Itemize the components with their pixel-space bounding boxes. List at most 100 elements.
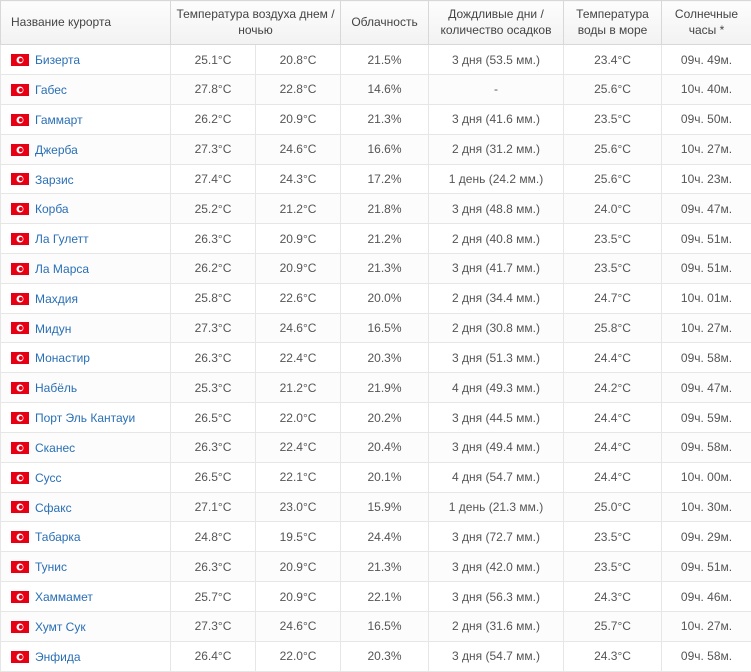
sea-temp-cell: 24.0°C xyxy=(564,194,662,224)
resort-link[interactable]: Зарзис xyxy=(35,172,74,186)
col-sunny-hours: Солнечные часы * xyxy=(662,1,751,45)
temp-day-cell: 26.4°C xyxy=(171,641,256,671)
rain-cell: 2 дня (30.8 мм.) xyxy=(429,313,564,343)
resort-link[interactable]: Табарка xyxy=(35,530,81,544)
sun-hours-cell: 09ч. 47м. xyxy=(662,194,751,224)
table-row: Табарка24.8°C19.5°C24.4%3 дня (72.7 мм.)… xyxy=(1,522,751,552)
rain-cell: 2 дня (31.2 мм.) xyxy=(429,134,564,164)
temp-day-cell: 26.5°C xyxy=(171,462,256,492)
table-row: Энфида26.4°C22.0°C20.3%3 дня (54.7 мм.)2… xyxy=(1,641,751,671)
resort-name-cell: Габес xyxy=(1,75,171,105)
resort-link[interactable]: Гаммарт xyxy=(35,113,83,127)
sea-temp-cell: 23.5°C xyxy=(564,224,662,254)
temp-night-cell: 20.8°C xyxy=(256,45,341,75)
resort-link[interactable]: Габес xyxy=(35,83,67,97)
rain-cell: 4 дня (49.3 мм.) xyxy=(429,373,564,403)
cloud-cell: 22.1% xyxy=(341,582,429,612)
temp-night-cell: 20.9°C xyxy=(256,582,341,612)
resort-name-cell: Зарзис xyxy=(1,164,171,194)
resort-link[interactable]: Сканес xyxy=(35,441,75,455)
resort-name-cell: Ла Марса xyxy=(1,253,171,283)
cloud-cell: 17.2% xyxy=(341,164,429,194)
sun-hours-cell: 10ч. 30м. xyxy=(662,492,751,522)
resort-link[interactable]: Сусс xyxy=(35,471,62,485)
temp-night-cell: 24.6°C xyxy=(256,134,341,164)
table-row: Ла Марса26.2°C20.9°C21.3%3 дня (41.7 мм.… xyxy=(1,253,751,283)
sun-hours-cell: 09ч. 58м. xyxy=(662,343,751,373)
rain-cell: 2 дня (34.4 мм.) xyxy=(429,283,564,313)
tunisia-flag-icon xyxy=(11,621,29,633)
tunisia-flag-icon xyxy=(11,442,29,454)
resort-link[interactable]: Ла Марса xyxy=(35,262,89,276)
tunisia-flag-icon xyxy=(11,352,29,364)
rain-cell: 4 дня (54.7 мм.) xyxy=(429,462,564,492)
temp-day-cell: 27.1°C xyxy=(171,492,256,522)
sun-hours-cell: 10ч. 27м. xyxy=(662,313,751,343)
resort-name-cell: Тунис xyxy=(1,552,171,582)
sea-temp-cell: 24.4°C xyxy=(564,432,662,462)
sun-hours-cell: 09ч. 59м. xyxy=(662,403,751,433)
cloud-cell: 24.4% xyxy=(341,522,429,552)
temp-night-cell: 21.2°C xyxy=(256,194,341,224)
sun-hours-cell: 10ч. 00м. xyxy=(662,462,751,492)
col-rainy-days: Дождливые дни / количество осадков xyxy=(429,1,564,45)
resort-link[interactable]: Тунис xyxy=(35,560,67,574)
resort-link[interactable]: Хумт Сук xyxy=(35,620,86,634)
resort-link[interactable]: Ла Гулетт xyxy=(35,232,89,246)
temp-day-cell: 26.3°C xyxy=(171,432,256,462)
sea-temp-cell: 25.6°C xyxy=(564,134,662,164)
sea-temp-cell: 23.5°C xyxy=(564,522,662,552)
resort-name-cell: Сусс xyxy=(1,462,171,492)
resort-name-cell: Монастир xyxy=(1,343,171,373)
cloud-cell: 21.3% xyxy=(341,552,429,582)
col-sea-temp: Температура воды в море xyxy=(564,1,662,45)
tunisia-flag-icon xyxy=(11,531,29,543)
resort-link[interactable]: Порт Эль Кантауи xyxy=(35,411,135,425)
temp-day-cell: 25.7°C xyxy=(171,582,256,612)
sun-hours-cell: 09ч. 49м. xyxy=(662,45,751,75)
table-body: Бизерта25.1°C20.8°C21.5%3 дня (53.5 мм.)… xyxy=(1,45,751,671)
rain-cell: 3 дня (54.7 мм.) xyxy=(429,641,564,671)
temp-day-cell: 25.3°C xyxy=(171,373,256,403)
temp-day-cell: 26.3°C xyxy=(171,343,256,373)
rain-cell: 3 дня (41.7 мм.) xyxy=(429,253,564,283)
cloud-cell: 20.3% xyxy=(341,343,429,373)
resort-link[interactable]: Корба xyxy=(35,202,69,216)
rain-cell: 1 день (21.3 мм.) xyxy=(429,492,564,522)
tunisia-flag-icon xyxy=(11,114,29,126)
cloud-cell: 21.3% xyxy=(341,253,429,283)
resort-link[interactable]: Мидун xyxy=(35,321,71,335)
resort-link[interactable]: Хаммамет xyxy=(35,590,93,604)
tunisia-flag-icon xyxy=(11,293,29,305)
temp-night-cell: 22.4°C xyxy=(256,432,341,462)
sea-temp-cell: 25.8°C xyxy=(564,313,662,343)
resort-link[interactable]: Сфакс xyxy=(35,500,72,514)
temp-night-cell: 23.0°C xyxy=(256,492,341,522)
resort-name-cell: Мидун xyxy=(1,313,171,343)
temp-day-cell: 27.4°C xyxy=(171,164,256,194)
sun-hours-cell: 09ч. 51м. xyxy=(662,552,751,582)
tunisia-flag-icon xyxy=(11,233,29,245)
table-row: Сканес26.3°C22.4°C20.4%3 дня (49.4 мм.)2… xyxy=(1,432,751,462)
table-row: Тунис26.3°C20.9°C21.3%3 дня (42.0 мм.)23… xyxy=(1,552,751,582)
resort-link[interactable]: Энфида xyxy=(35,650,81,664)
table-row: Махдия25.8°C22.6°C20.0%2 дня (34.4 мм.)2… xyxy=(1,283,751,313)
col-resort-name: Название курорта xyxy=(1,1,171,45)
resort-link[interactable]: Махдия xyxy=(35,292,78,306)
tunisia-flag-icon xyxy=(11,591,29,603)
cloud-cell: 20.3% xyxy=(341,641,429,671)
tunisia-flag-icon xyxy=(11,412,29,424)
resort-link[interactable]: Бизерта xyxy=(35,53,80,67)
rain-cell: 3 дня (53.5 мм.) xyxy=(429,45,564,75)
resort-name-cell: Энфида xyxy=(1,641,171,671)
resort-link[interactable]: Набёль xyxy=(35,381,77,395)
temp-day-cell: 26.3°C xyxy=(171,224,256,254)
resort-name-cell: Гаммарт xyxy=(1,104,171,134)
resort-name-cell: Набёль xyxy=(1,373,171,403)
temp-night-cell: 22.8°C xyxy=(256,75,341,105)
resort-link[interactable]: Джерба xyxy=(35,143,78,157)
col-air-temp: Температура воздуха днем / ночью xyxy=(171,1,341,45)
sea-temp-cell: 23.4°C xyxy=(564,45,662,75)
resort-link[interactable]: Монастир xyxy=(35,351,90,365)
sun-hours-cell: 09ч. 46м. xyxy=(662,582,751,612)
